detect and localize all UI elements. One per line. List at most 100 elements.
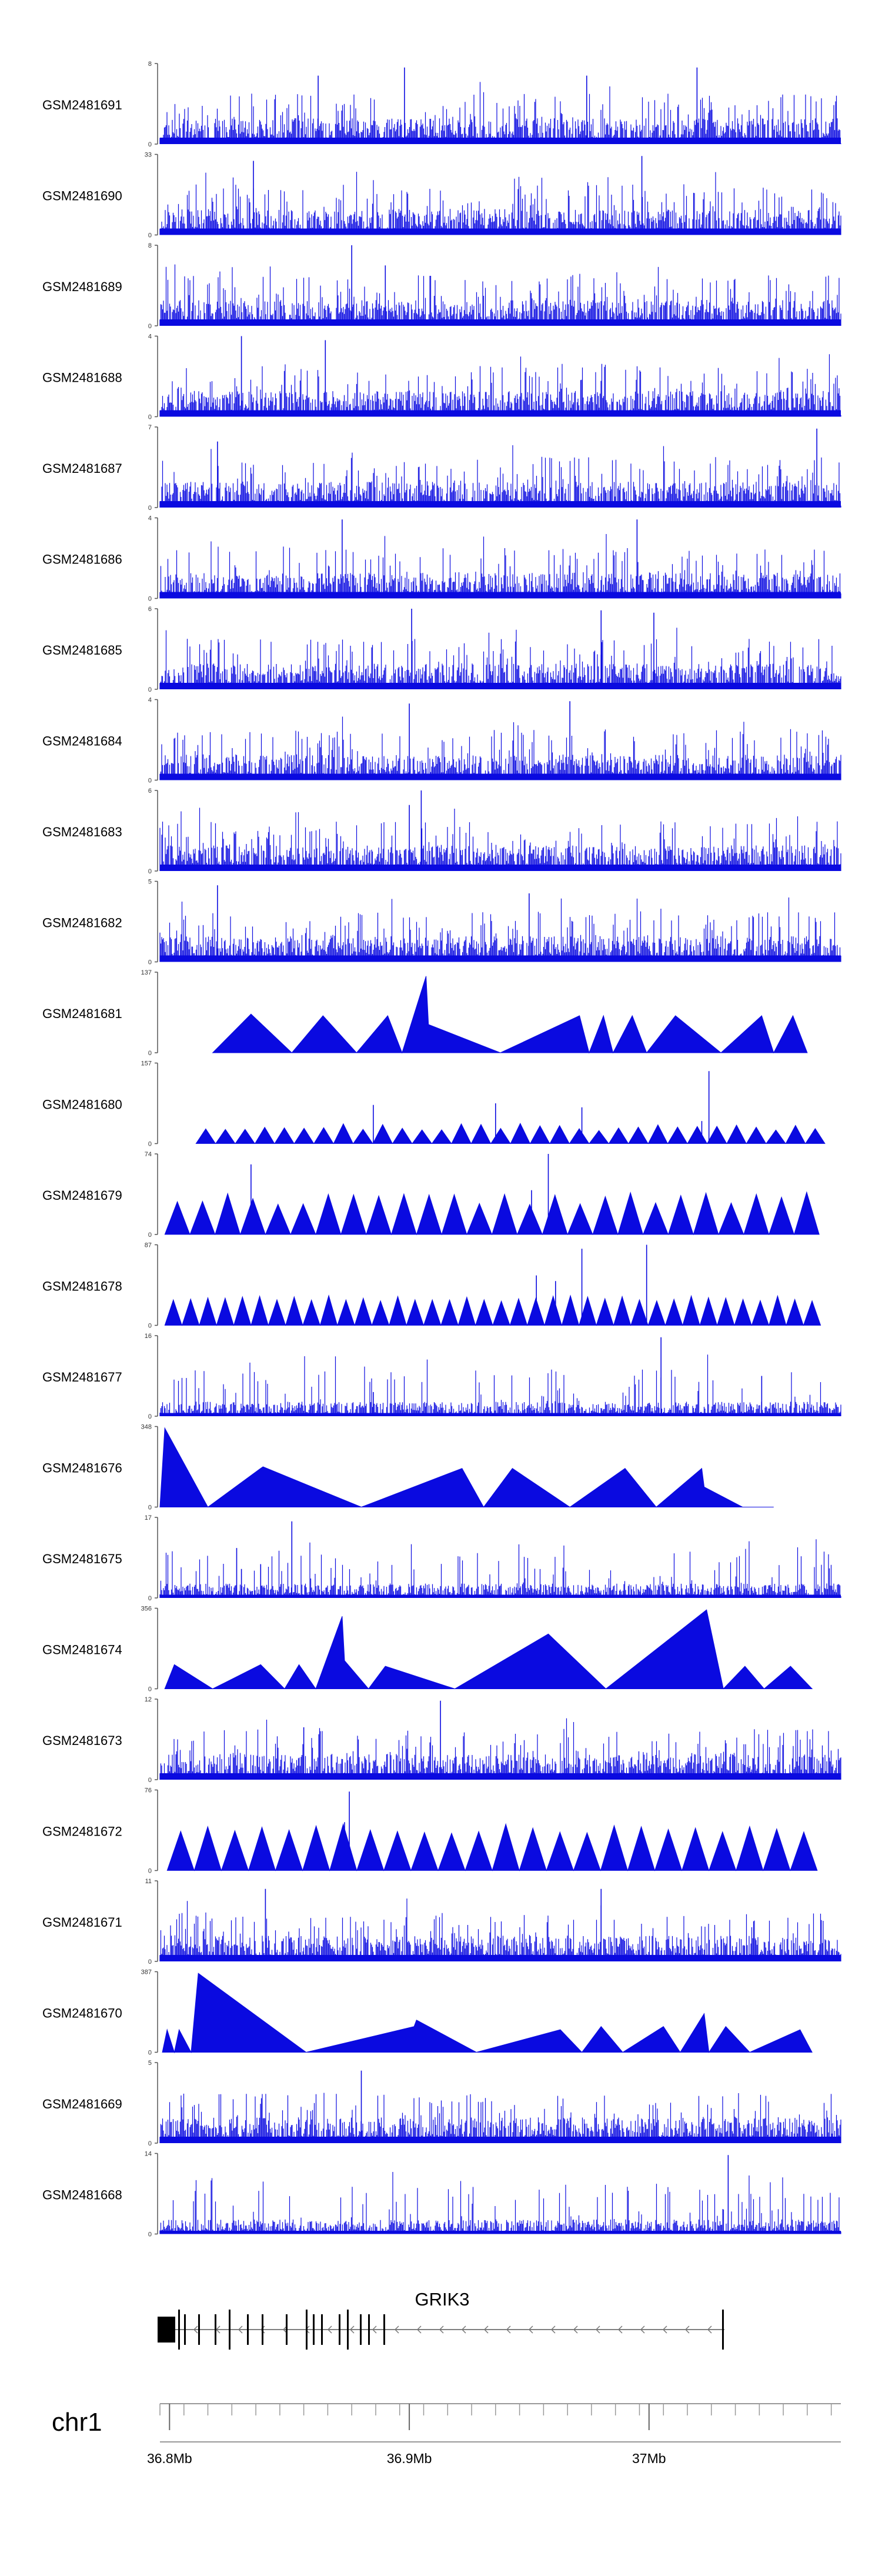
exon xyxy=(184,2314,186,2345)
strand-arrow-icon xyxy=(617,2325,623,2334)
track-label: GSM2481673 xyxy=(42,1733,122,1748)
y-axis-max-label: 157 xyxy=(141,1060,152,1067)
y-axis-zero-label: 0 xyxy=(148,232,152,239)
strand-arrow-icon xyxy=(662,2325,667,2334)
y-axis-max-label: 4 xyxy=(148,697,152,704)
y-axis-zero-label: 0 xyxy=(148,959,152,966)
track-label: GSM2481674 xyxy=(42,1643,122,1657)
coverage-bars xyxy=(159,264,841,326)
y-axis-zero-label: 0 xyxy=(148,1141,152,1148)
track-GSM2481686: GSM2481686 4 0 xyxy=(42,515,841,603)
track-GSM2481691: GSM2481691 8 0 xyxy=(42,61,841,148)
track-GSM2481671: GSM2481671 11 0 xyxy=(42,1878,841,1966)
y-axis-zero-label: 0 xyxy=(148,1413,152,1420)
exon xyxy=(306,2310,308,2350)
strand-arrow-icon xyxy=(506,2325,511,2334)
gene-label: GRIK3 xyxy=(415,2289,469,2310)
coverage-area xyxy=(195,1122,826,1144)
exon xyxy=(347,2310,349,2350)
coverage-area xyxy=(162,1973,813,2054)
coverage-bars xyxy=(159,716,841,780)
track-label: GSM2481691 xyxy=(42,98,122,112)
y-axis-zero-label: 0 xyxy=(148,1868,152,1875)
coverage-bars xyxy=(159,807,841,871)
strand-arrow-icon xyxy=(416,2325,422,2334)
gene-body xyxy=(158,2310,724,2350)
strand-arrow-icon xyxy=(349,2325,355,2334)
track-GSM2481681: GSM2481681 137 0 xyxy=(42,969,808,1057)
track-GSM2481685: GSM2481685 6 0 xyxy=(42,606,841,693)
track-GSM2481679: GSM2481679 74 0 xyxy=(42,1151,820,1239)
y-axis-max-label: 4 xyxy=(148,333,152,341)
y-axis-max-label: 76 xyxy=(145,1787,152,1794)
exon xyxy=(722,2310,724,2350)
coverage-area xyxy=(164,1191,820,1236)
track-GSM2481688: GSM2481688 4 0 xyxy=(42,333,841,421)
y-axis-max-label: 33 xyxy=(145,152,152,159)
strand-arrow-icon xyxy=(439,2325,444,2334)
track-GSM2481683: GSM2481683 6 0 xyxy=(42,788,841,875)
track-label: GSM2481688 xyxy=(42,371,122,385)
y-axis-zero-label: 0 xyxy=(148,2231,152,2238)
track-GSM2481677: GSM2481677 16 0 xyxy=(42,1333,841,1420)
track-GSM2481690: GSM2481690 33 0 xyxy=(42,152,841,239)
y-axis-max-label: 12 xyxy=(145,1696,152,1703)
axis-tick-label: 36.9Mb xyxy=(387,2451,432,2466)
exon xyxy=(247,2314,249,2345)
y-axis-zero-label: 0 xyxy=(148,1777,152,1784)
track-label: GSM2481682 xyxy=(42,916,122,930)
y-axis-max-label: 4 xyxy=(148,515,152,522)
y-axis-zero-label: 0 xyxy=(148,1323,152,1330)
exon xyxy=(368,2314,370,2345)
y-axis-zero-label: 0 xyxy=(148,1595,152,1602)
track-label: GSM2481685 xyxy=(42,643,122,658)
coverage-bars xyxy=(159,1898,841,1961)
y-axis-max-label: 5 xyxy=(148,879,152,886)
y-axis-zero-label: 0 xyxy=(148,1050,152,1057)
track-label: GSM2481670 xyxy=(42,2006,122,2021)
axis-ticks: 36.8Mb 36.9Mb 37Mb xyxy=(147,2404,832,2466)
exon xyxy=(383,2314,385,2345)
strand-arrow-icon xyxy=(595,2325,600,2334)
strand-arrow-icon xyxy=(461,2325,466,2334)
exon xyxy=(313,2314,315,2345)
coverage-area xyxy=(164,1609,813,1690)
track-GSM2481678: GSM2481678 87 0 xyxy=(42,1242,821,1330)
coverage-area xyxy=(166,1823,818,1871)
exon xyxy=(215,2314,216,2345)
track-GSM2481668: GSM2481668 14 0 xyxy=(42,2151,841,2238)
y-axis-zero-label: 0 xyxy=(148,778,152,785)
strand-arrow-icon xyxy=(238,2325,243,2334)
track-label: GSM2481684 xyxy=(42,734,122,749)
track-GSM2481672: GSM2481672 76 0 xyxy=(42,1787,818,1875)
y-axis-max-label: 74 xyxy=(145,1151,152,1158)
track-GSM2481673: GSM2481673 12 0 xyxy=(42,1696,841,1784)
track-GSM2481676: GSM2481676 348 0 xyxy=(42,1424,774,1511)
y-axis-max-label: 8 xyxy=(148,61,152,68)
track-label: GSM2481689 xyxy=(42,279,122,294)
coverage-bars xyxy=(159,1718,841,1780)
track-label: GSM2481679 xyxy=(42,1188,122,1203)
chromosome-label: chr1 xyxy=(52,2408,102,2437)
strand-arrow-icon xyxy=(528,2325,533,2334)
y-axis-zero-label: 0 xyxy=(148,505,152,512)
exon xyxy=(360,2314,362,2345)
track-label: GSM2481671 xyxy=(42,1915,122,1930)
coverage-baseline xyxy=(160,2231,841,2234)
axis-tick-label: 37Mb xyxy=(632,2451,666,2466)
gene-model-track: GRIK3 xyxy=(158,2289,724,2350)
y-axis-zero-label: 0 xyxy=(148,596,152,603)
strand-arrow-icon xyxy=(327,2325,332,2334)
y-axis-max-label: 6 xyxy=(148,788,152,795)
y-axis-zero-label: 0 xyxy=(148,2140,152,2147)
axis-tick-label: 36.8Mb xyxy=(147,2451,192,2466)
coverage-bars xyxy=(159,354,841,417)
coverage-area xyxy=(212,976,808,1054)
track-label: GSM2481675 xyxy=(42,1551,122,1566)
track-GSM2481689: GSM2481689 8 0 xyxy=(42,242,841,330)
coverage-bars xyxy=(159,2172,841,2234)
coverage-bars xyxy=(159,2093,841,2143)
track-label: GSM2481681 xyxy=(42,1006,122,1021)
y-axis-max-label: 137 xyxy=(141,969,152,976)
